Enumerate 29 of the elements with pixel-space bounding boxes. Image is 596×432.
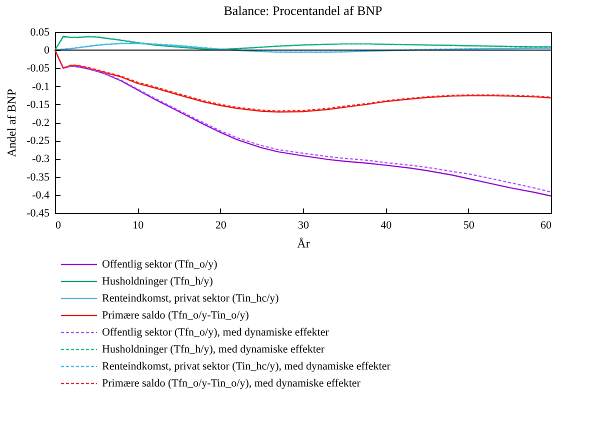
x-tick-label: 40 — [380, 220, 392, 232]
y-tick-label: -0.2 — [32, 117, 50, 129]
y-tick-label: -0.45 — [26, 208, 50, 220]
x-tick-label: 30 — [298, 220, 310, 232]
legend-label: Offentlig sektor (Tfn_o/y), med dynamiske effekter — [102, 326, 330, 338]
x-tick-label: 0 — [56, 220, 62, 232]
legend-label: Renteindkomst, privat sektor (Tin_hc/y) — [102, 292, 280, 304]
y-tick-label: -0.25 — [26, 135, 50, 148]
legend-label: Primære saldo (Tfn_o/y-Tin_o/y), med dynamiske effekter — [102, 378, 361, 390]
y-tick-label: -0.35 — [26, 171, 50, 184]
x-tick-label: 20 — [215, 220, 227, 232]
legend-label: Husholdninger (Tfn_h/y) — [102, 276, 214, 288]
legend-label: Husholdninger (Tfn_h/y), med dynamiske effekter — [102, 344, 325, 356]
y-tick-label: -0.4 — [32, 189, 50, 202]
chart-title: Balance: Procentandel af BNP — [224, 3, 382, 18]
y-axis-title: Andel af BNP — [4, 88, 19, 157]
x-axis-title: År — [297, 236, 310, 250]
y-tick-label: -0.3 — [32, 153, 50, 166]
x-tick-label: 50 — [463, 220, 475, 232]
y-tick-label: -0.15 — [26, 98, 50, 111]
y-tick-label: 0 — [44, 44, 50, 57]
x-tick-label: 60 — [540, 220, 552, 232]
y-tick-label: 0.05 — [30, 26, 50, 38]
legend-label: Primære saldo (Tfn_o/y-Tin_o/y) — [102, 310, 250, 322]
y-tick-label: -0.05 — [26, 62, 50, 75]
y-tick-label: -0.1 — [32, 80, 50, 93]
legend-label: Offentlig sektor (Tfn_o/y) — [102, 258, 218, 270]
legend-label: Renteindkomst, privat sektor (Tin_hc/y), med dynamiske effekter — [102, 360, 391, 372]
x-tick-label: 10 — [132, 220, 144, 232]
